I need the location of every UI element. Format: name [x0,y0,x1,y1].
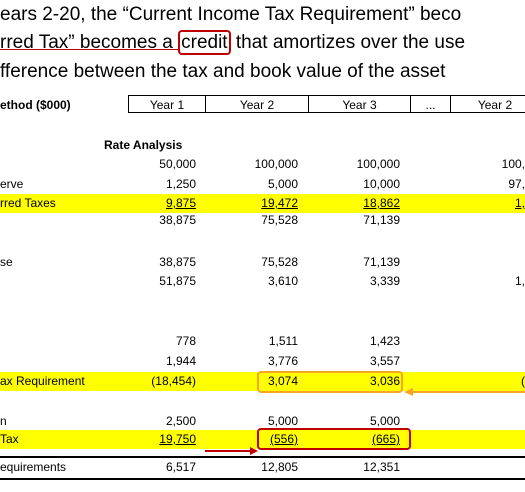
cell: 6,517 [165,460,196,474]
cell: 5,000 [267,177,298,191]
cell: 3,557 [369,354,400,368]
cell: 50,000 [159,157,196,171]
boxed-word: credit [178,30,231,55]
red-box [257,428,411,450]
row-label: Tax [0,432,19,446]
row-label: ax Requirement [0,374,85,388]
highlight [0,194,525,213]
cell: 100,000 [356,157,400,171]
thick-rule [0,478,525,480]
column-header: Year 2 [450,95,525,113]
cell: 38,875 [159,255,196,269]
header-label: ethod ($000) [0,98,71,112]
cell: 1, [514,274,525,288]
orange-arrowhead [404,388,413,396]
row-label: n [0,414,7,428]
cell: 1, [514,196,525,210]
cell: 75,528 [261,255,298,269]
red-arrowhead [250,447,258,455]
cell: 100,000 [254,157,298,171]
body-text: rred Tax” becomes a credit that amortize… [0,30,466,55]
cell: 12,351 [363,460,400,474]
cell: 778 [175,334,196,348]
cell: 1,511 [268,334,298,348]
cell: 19,750 [159,432,196,446]
cell: 3,074 [267,374,298,388]
cell: 71,139 [363,255,400,269]
body-text: ears 2-20, the “Current Income Tax Requi… [0,4,462,25]
highlight [0,372,525,391]
cell: 100, [501,157,525,171]
cell: 3,610 [267,274,298,288]
underlined-text: rred Tax” becomes a [0,32,179,53]
cell: 1,423 [369,334,400,348]
cell: 12,805 [261,460,298,474]
cell: 5,000 [267,414,298,428]
cell: 75,528 [261,213,298,227]
section-title: Rate Analysis [104,138,183,152]
body-text: that amortizes over the use [230,32,466,53]
cell: (556) [269,432,298,446]
row-label: se [0,255,13,269]
cell: 1,944 [165,354,196,368]
cell: 97, [508,177,525,191]
cell: 3,776 [267,354,298,368]
row-label: rred Taxes [0,196,56,210]
cell: (665) [371,432,400,446]
highlight [0,430,525,449]
cell: 10,000 [363,177,400,191]
body-text: fference between the tax and book value … [0,61,446,82]
cell: 19,472 [261,196,298,210]
cell: 9,875 [165,196,196,210]
cell: 1,250 [165,177,196,191]
cell: ( [521,374,525,388]
cell: 71,139 [363,213,400,227]
thick-rule [0,456,525,458]
cell: 2,500 [165,414,196,428]
row-label: erve [0,177,24,191]
row-label: equirements [0,460,67,474]
orange-box [257,371,403,393]
cell: 5,000 [369,414,400,428]
cell: 51,875 [159,274,196,288]
cell: (18,454) [151,374,196,388]
cell: 18,862 [363,196,400,210]
cell: 3,339 [369,274,400,288]
cell: 3,036 [369,374,400,388]
cell: 38,875 [159,213,196,227]
